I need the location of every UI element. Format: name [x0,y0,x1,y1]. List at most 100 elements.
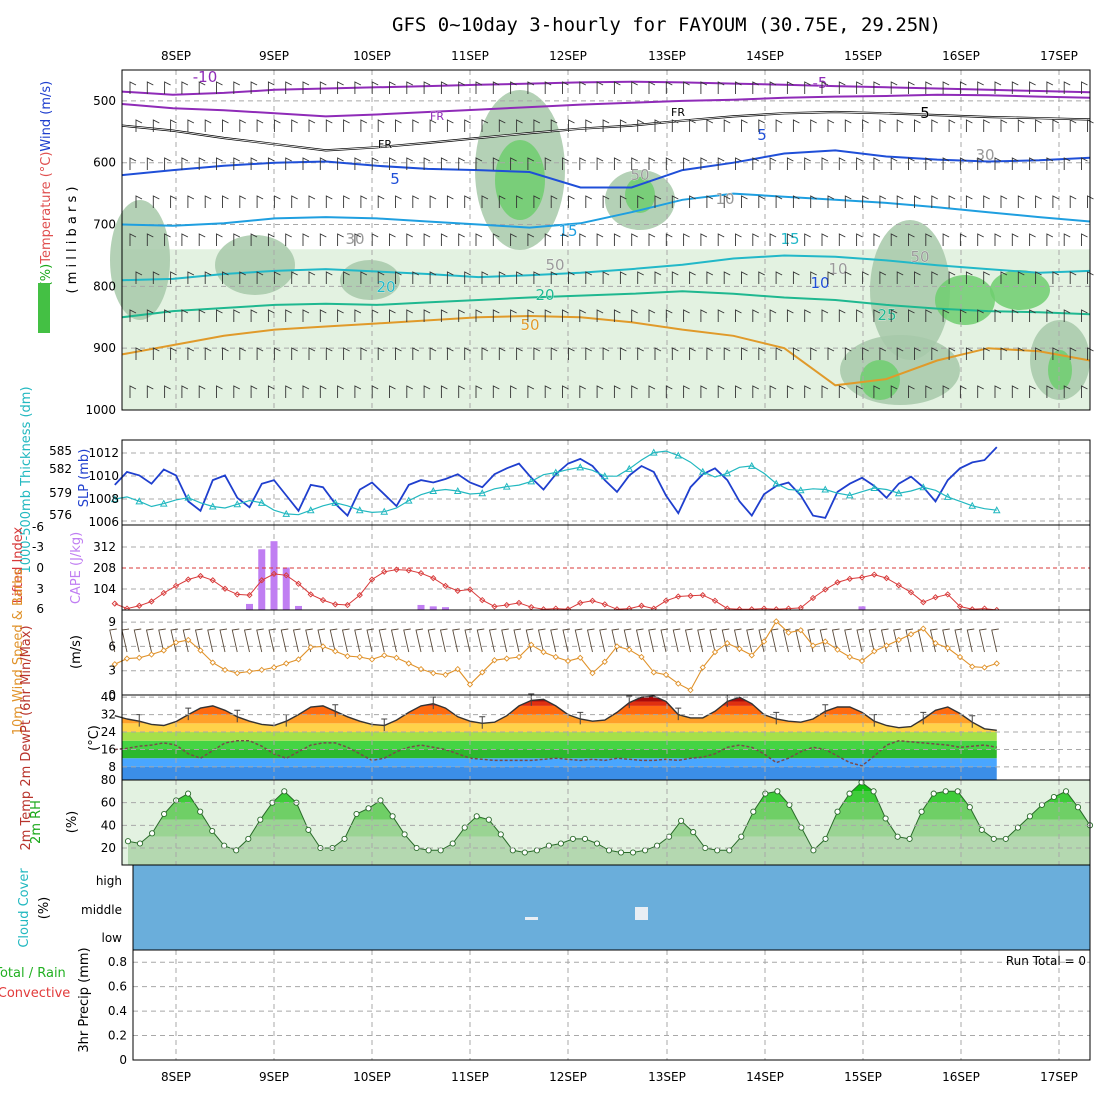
wind-barb [689,347,696,360]
wind-barb [844,119,852,132]
wind-barb [498,119,506,132]
wind-barb [965,271,973,284]
wind-barb [481,347,489,360]
data-point [699,591,706,599]
wind-barb [302,309,310,322]
wind-barb [194,628,203,653]
wind-barb [948,119,956,132]
isotherm-line [121,93,1091,118]
wind-barb [723,347,731,360]
wind-barb [302,81,310,94]
wind-barb [337,157,344,170]
wind-barb [596,157,604,170]
wind-barb [717,309,725,322]
wind-barb [585,119,593,132]
wind-barb [579,385,587,398]
data-point [649,448,658,456]
contour-label: -5 [813,74,828,92]
wind-barb [537,628,546,653]
wind-barb [222,271,229,284]
wind-barb [700,81,708,94]
data-point [332,648,339,655]
wind-barb [838,81,846,94]
wind-barb [406,385,414,398]
wind-barb [133,628,142,653]
wind-barb [568,195,575,208]
minmax-marker [381,718,388,731]
data-point [377,797,384,804]
series-line [114,450,997,516]
wind-barb [786,385,794,398]
wind-barb [733,628,742,653]
data-point [307,644,314,651]
wind-barb [152,119,160,132]
wind10m-panel: 9 6 3 0 10m Wind Speed & Barbs (m/s) [11,569,1091,735]
wind-barb [769,81,777,94]
wind-barb [429,347,437,360]
slp-thickness-panel: 585 582 579 576 1012 1010 1008 1006 1000-500mb T… [19,386,1091,574]
wind-barb [758,119,766,132]
right-tick-label: 1006 [88,515,119,529]
wind-barb [267,385,275,398]
wind-barb [879,119,887,132]
wind-barb [135,347,143,360]
wind-barb [1046,233,1054,246]
wind-barb [337,233,344,246]
label-part: Temperature (°C) [39,152,54,265]
data-point [185,790,192,797]
contour-label: 30 [975,146,994,164]
wind-barb [533,271,541,284]
wind-barb [700,233,708,246]
wind-barb [827,119,835,132]
wind-barb [810,347,817,360]
wind-barb [492,309,500,322]
wind-barb [792,347,800,360]
wind-barb [660,628,669,653]
wind-barb [966,628,975,653]
wind-barb [1063,157,1071,170]
wind-barb [152,195,160,208]
contour-label: 50 [520,316,539,334]
wind-barb [239,271,247,284]
wind-barb [954,628,963,653]
left-tick-label: 6 [36,602,44,616]
left-tick-label: -6 [32,520,44,534]
wind-barb [568,271,575,284]
right-tick-label: 1010 [88,469,119,483]
wind-barb [1081,81,1088,94]
y-axis-label-convective: Convective [0,986,70,1001]
wind-barb [741,119,748,132]
wind-barb [942,385,950,398]
data-point [233,500,242,508]
panel-frame [132,949,1091,1061]
wind-barb [723,119,731,132]
wind-barb [977,233,984,246]
data-point [699,664,706,671]
wind-barb [623,628,632,653]
data-point [389,813,396,820]
wind-barb [810,271,817,284]
wind-barb [717,233,725,246]
wind-barb [152,347,160,360]
wind-barb [914,347,921,360]
wind-barb [942,157,950,170]
wind-barb [1069,119,1077,132]
wind-barb [574,628,583,653]
wind-barb [267,309,275,322]
right-tick-label: 312 [93,540,116,554]
right-tick-label: 208 [93,561,116,575]
wind-barb [550,271,558,284]
rh-contour [870,220,950,360]
data-point [110,495,119,503]
wind-barb [819,628,828,653]
wind-barb [994,233,1002,246]
data-point [136,840,144,847]
wind-barb [406,157,414,170]
wind-barb [440,233,448,246]
wind-barb [596,81,604,94]
wind-barb [181,81,189,94]
wind-barb [164,81,171,94]
wind-barb [533,119,541,132]
data-point [956,603,964,610]
wind-barb [568,119,575,132]
